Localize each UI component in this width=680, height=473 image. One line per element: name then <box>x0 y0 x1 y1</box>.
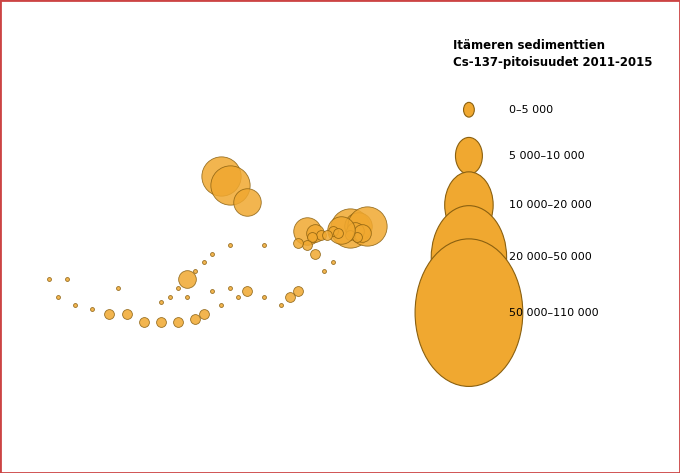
Point <box>333 229 343 237</box>
Point <box>199 258 209 266</box>
Point <box>207 250 218 257</box>
Point <box>216 301 226 309</box>
Text: 50 000–110 000: 50 000–110 000 <box>509 307 599 318</box>
Point <box>258 293 269 300</box>
Point <box>258 241 269 249</box>
Point <box>216 173 226 180</box>
Text: 20 000–50 000: 20 000–50 000 <box>509 252 592 263</box>
Point <box>182 276 192 283</box>
Point <box>52 293 63 300</box>
Point <box>224 241 235 249</box>
Point <box>356 229 367 237</box>
Point <box>241 288 252 295</box>
Point <box>224 181 235 189</box>
Point <box>353 222 364 230</box>
Text: 5 000–10 000: 5 000–10 000 <box>509 151 585 161</box>
Point <box>69 301 80 309</box>
Circle shape <box>464 102 475 117</box>
Point <box>44 276 55 283</box>
Circle shape <box>456 138 482 175</box>
Point <box>351 233 362 240</box>
Point <box>284 293 295 300</box>
Point <box>362 222 373 230</box>
Point <box>310 250 321 257</box>
Point <box>190 267 201 275</box>
Point <box>182 293 192 300</box>
Circle shape <box>431 206 507 309</box>
Point <box>104 310 115 317</box>
Point <box>293 288 304 295</box>
Point <box>307 233 318 240</box>
Point <box>344 224 355 232</box>
Point <box>190 315 201 323</box>
Point <box>207 288 218 295</box>
Point <box>344 231 355 238</box>
Point <box>315 231 326 238</box>
Point <box>327 228 338 235</box>
Point <box>241 198 252 206</box>
Point <box>173 318 184 326</box>
Point <box>61 276 72 283</box>
Text: 0–5 000: 0–5 000 <box>509 105 554 115</box>
Point <box>310 229 321 237</box>
Point <box>199 310 209 317</box>
Point <box>164 293 175 300</box>
Point <box>173 284 184 292</box>
Point <box>293 240 304 247</box>
Text: Itämeren sedimenttien
Cs-137-pitoisuudet 2011-2015: Itämeren sedimenttien Cs-137-pitoisuudet… <box>453 39 653 69</box>
Point <box>224 284 235 292</box>
Point <box>336 226 347 233</box>
Point <box>275 301 286 309</box>
Point <box>233 293 243 300</box>
Point <box>301 241 312 249</box>
Point <box>113 284 124 292</box>
Point <box>350 228 360 235</box>
Point <box>121 310 132 317</box>
Circle shape <box>415 239 523 386</box>
Point <box>322 231 333 238</box>
Point <box>318 267 329 275</box>
Point <box>156 298 167 306</box>
Point <box>138 318 149 326</box>
Point <box>156 318 167 326</box>
Point <box>327 258 338 266</box>
Point <box>301 228 312 235</box>
Circle shape <box>445 172 493 238</box>
Text: 10 000–20 000: 10 000–20 000 <box>509 200 592 210</box>
Point <box>87 305 98 312</box>
